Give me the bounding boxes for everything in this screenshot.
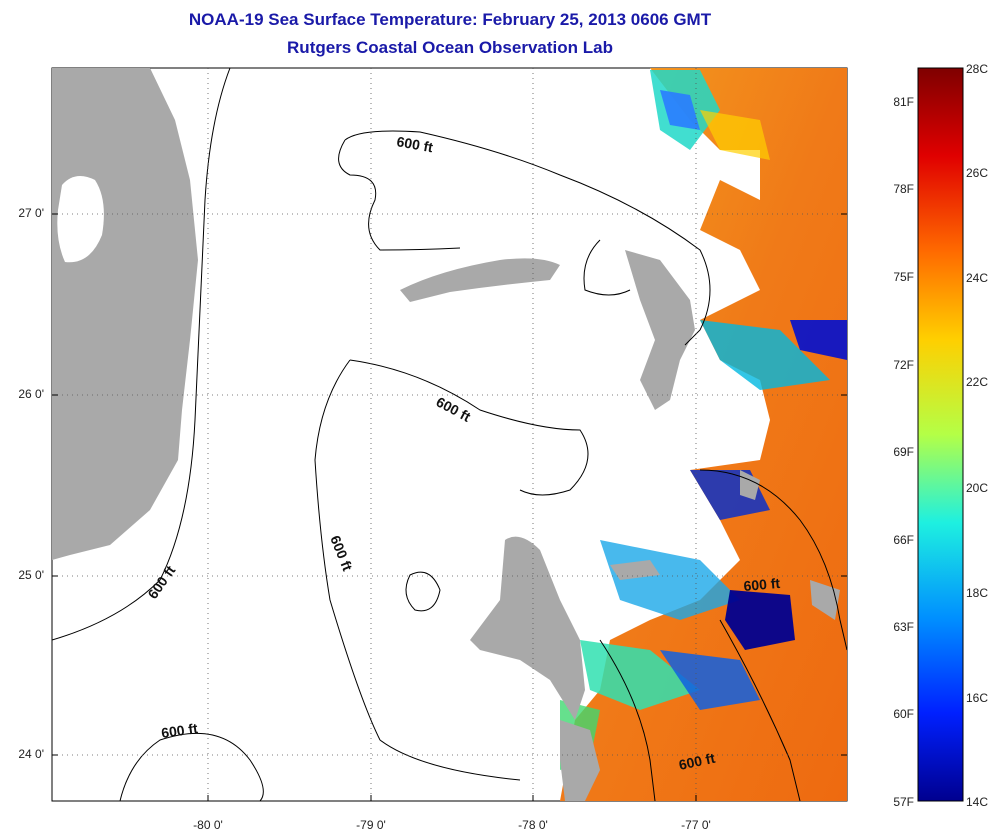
contour-label: 600 ft (395, 133, 434, 155)
colorbar-f-label: 69F (893, 445, 914, 459)
grand-bahama-land (400, 258, 560, 302)
lon-label: -80 0' (193, 818, 223, 832)
eleuthera-land (740, 470, 760, 500)
lon-label: -77 0' (681, 818, 711, 832)
colorbar-c-label: 20C (966, 481, 989, 495)
colorbar-c-label: 24C (966, 271, 989, 285)
colorbar-f-label: 57F (893, 795, 914, 809)
lat-label: 25 0' (18, 568, 44, 582)
andros-land (470, 536, 585, 720)
lon-label: -78 0' (518, 818, 548, 832)
andros-south-land (560, 720, 600, 801)
lat-label: 26 0' (18, 387, 44, 401)
graticule (52, 68, 847, 801)
cay-land (610, 560, 660, 580)
contour-label: 600 ft (743, 575, 781, 594)
colorbar-c-label: 26C (966, 166, 989, 180)
frame-ticks (52, 213, 847, 801)
colorbar-f-label: 72F (893, 358, 914, 372)
lat-label: 27 0' (18, 206, 44, 220)
sst-cool-patch (600, 540, 740, 620)
sst-cool-patch (725, 590, 795, 650)
colorbar-f-label: 66F (893, 533, 914, 547)
colorbar (917, 67, 964, 802)
colorbar-c-label: 28C (966, 62, 989, 76)
colorbar-c-label: 14C (966, 795, 989, 809)
colorbar-c-label: 22C (966, 375, 989, 389)
sst-cool-patch (790, 320, 847, 360)
contour-label: 600 ft (677, 750, 716, 773)
colorbar-f-label: 60F (893, 707, 914, 721)
colorbar-c-label: 18C (966, 586, 989, 600)
depth-contours (52, 68, 847, 801)
colorbar-f-label: 78F (893, 182, 914, 196)
colorbar-f-label: 63F (893, 620, 914, 634)
sst-cool-patch (660, 90, 700, 130)
sst-cool-patch (700, 110, 770, 160)
lat-label: 24 0' (18, 747, 44, 761)
map-title: NOAA-19 Sea Surface Temperature: Februar… (188, 10, 712, 29)
sst-cool-patch (580, 640, 700, 710)
lon-label: -79 0' (356, 818, 386, 832)
lake-okeechobee (57, 176, 104, 263)
colorbar-c-label: 16C (966, 691, 989, 705)
contour-label: 600 ft (160, 720, 199, 741)
colorbar-f-label: 75F (893, 270, 914, 284)
map-subtitle: Rutgers Coastal Ocean Observation Lab (287, 38, 613, 57)
colorbar-f-label: 81F (893, 95, 914, 109)
exuma-land (810, 580, 840, 620)
abaco-land (625, 250, 695, 410)
sst-cool-patch (700, 320, 830, 390)
sst-cool-patch (660, 650, 760, 710)
